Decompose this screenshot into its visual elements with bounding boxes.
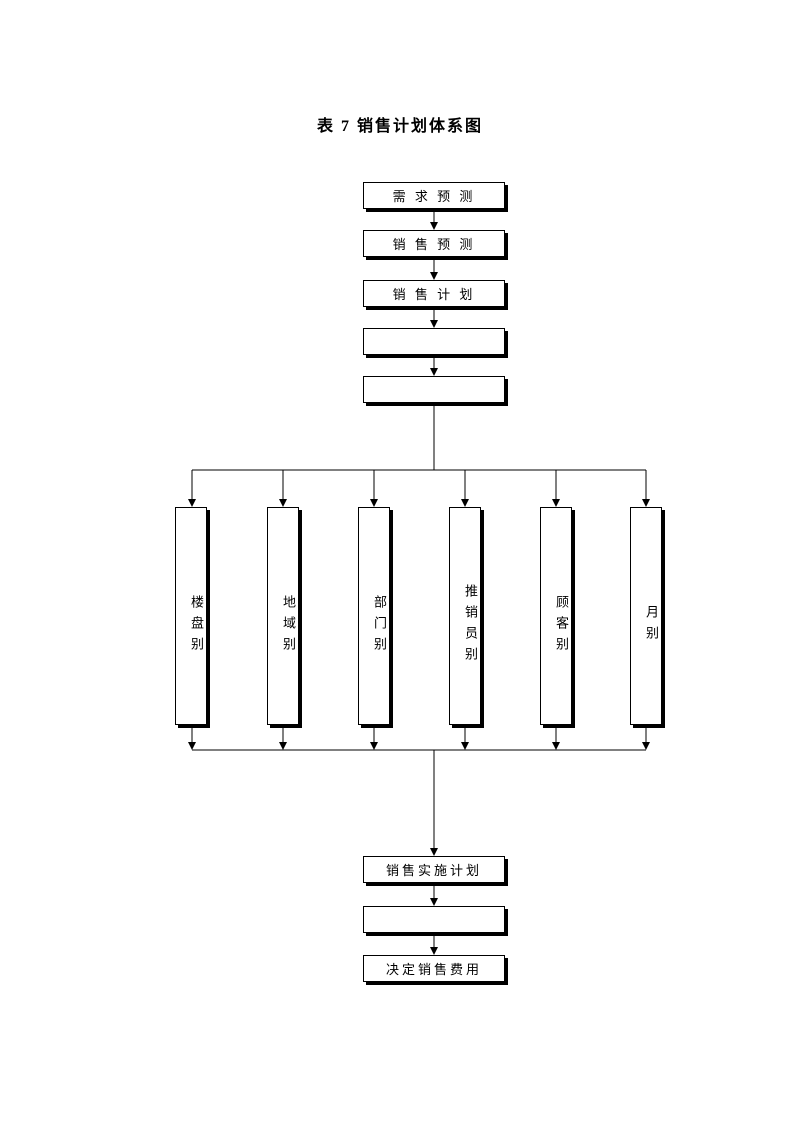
flowchart-connectors bbox=[0, 0, 800, 1132]
